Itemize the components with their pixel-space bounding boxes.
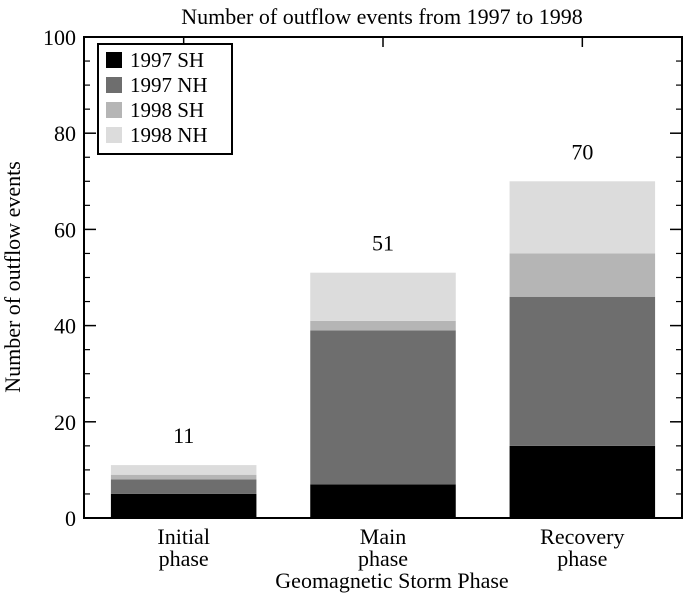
bar-total-label: 11 [173,423,194,448]
bar-segment [310,272,456,321]
bar-total-label: 70 [571,139,593,164]
y-tick-label: 40 [54,314,76,339]
y-tick-label: 80 [54,121,76,146]
bar-segment [110,479,257,494]
x-tick-label: Main [360,524,406,549]
chart-title: Number of outflow events from 1997 to 19… [181,4,582,29]
x-tick-label: phase [159,546,209,571]
legend-swatch [106,102,122,118]
y-axis-label: Number of outflow events [0,161,25,393]
bar-segment [509,445,656,518]
bar-segment [509,296,656,446]
x-tick-label: Recovery [540,524,624,549]
y-tick-label: 100 [43,25,76,50]
x-tick-label: phase [358,546,408,571]
y-tick-label: 0 [65,506,76,531]
bar-segment [509,181,656,254]
bar-segment [310,330,456,485]
x-tick-label: phase [557,546,607,571]
legend-label: 1997 SH [130,48,204,72]
legend-swatch [106,77,122,93]
legend-swatch [106,52,122,68]
y-tick-label: 60 [54,217,76,242]
x-tick-label: Initial [157,524,210,549]
y-tick-label: 20 [54,410,76,435]
legend-label: 1998 NH [130,123,208,147]
bar-segment [310,320,456,331]
bar-segment [509,253,656,297]
legend-label: 1998 SH [130,98,204,122]
x-axis-label: Geomagnetic Storm Phase [275,568,508,593]
bar-total-label: 51 [372,231,394,256]
bar-segment [110,474,257,480]
legend-label: 1997 NH [130,73,208,97]
bar-segment [110,465,257,475]
legend-swatch [106,127,122,143]
